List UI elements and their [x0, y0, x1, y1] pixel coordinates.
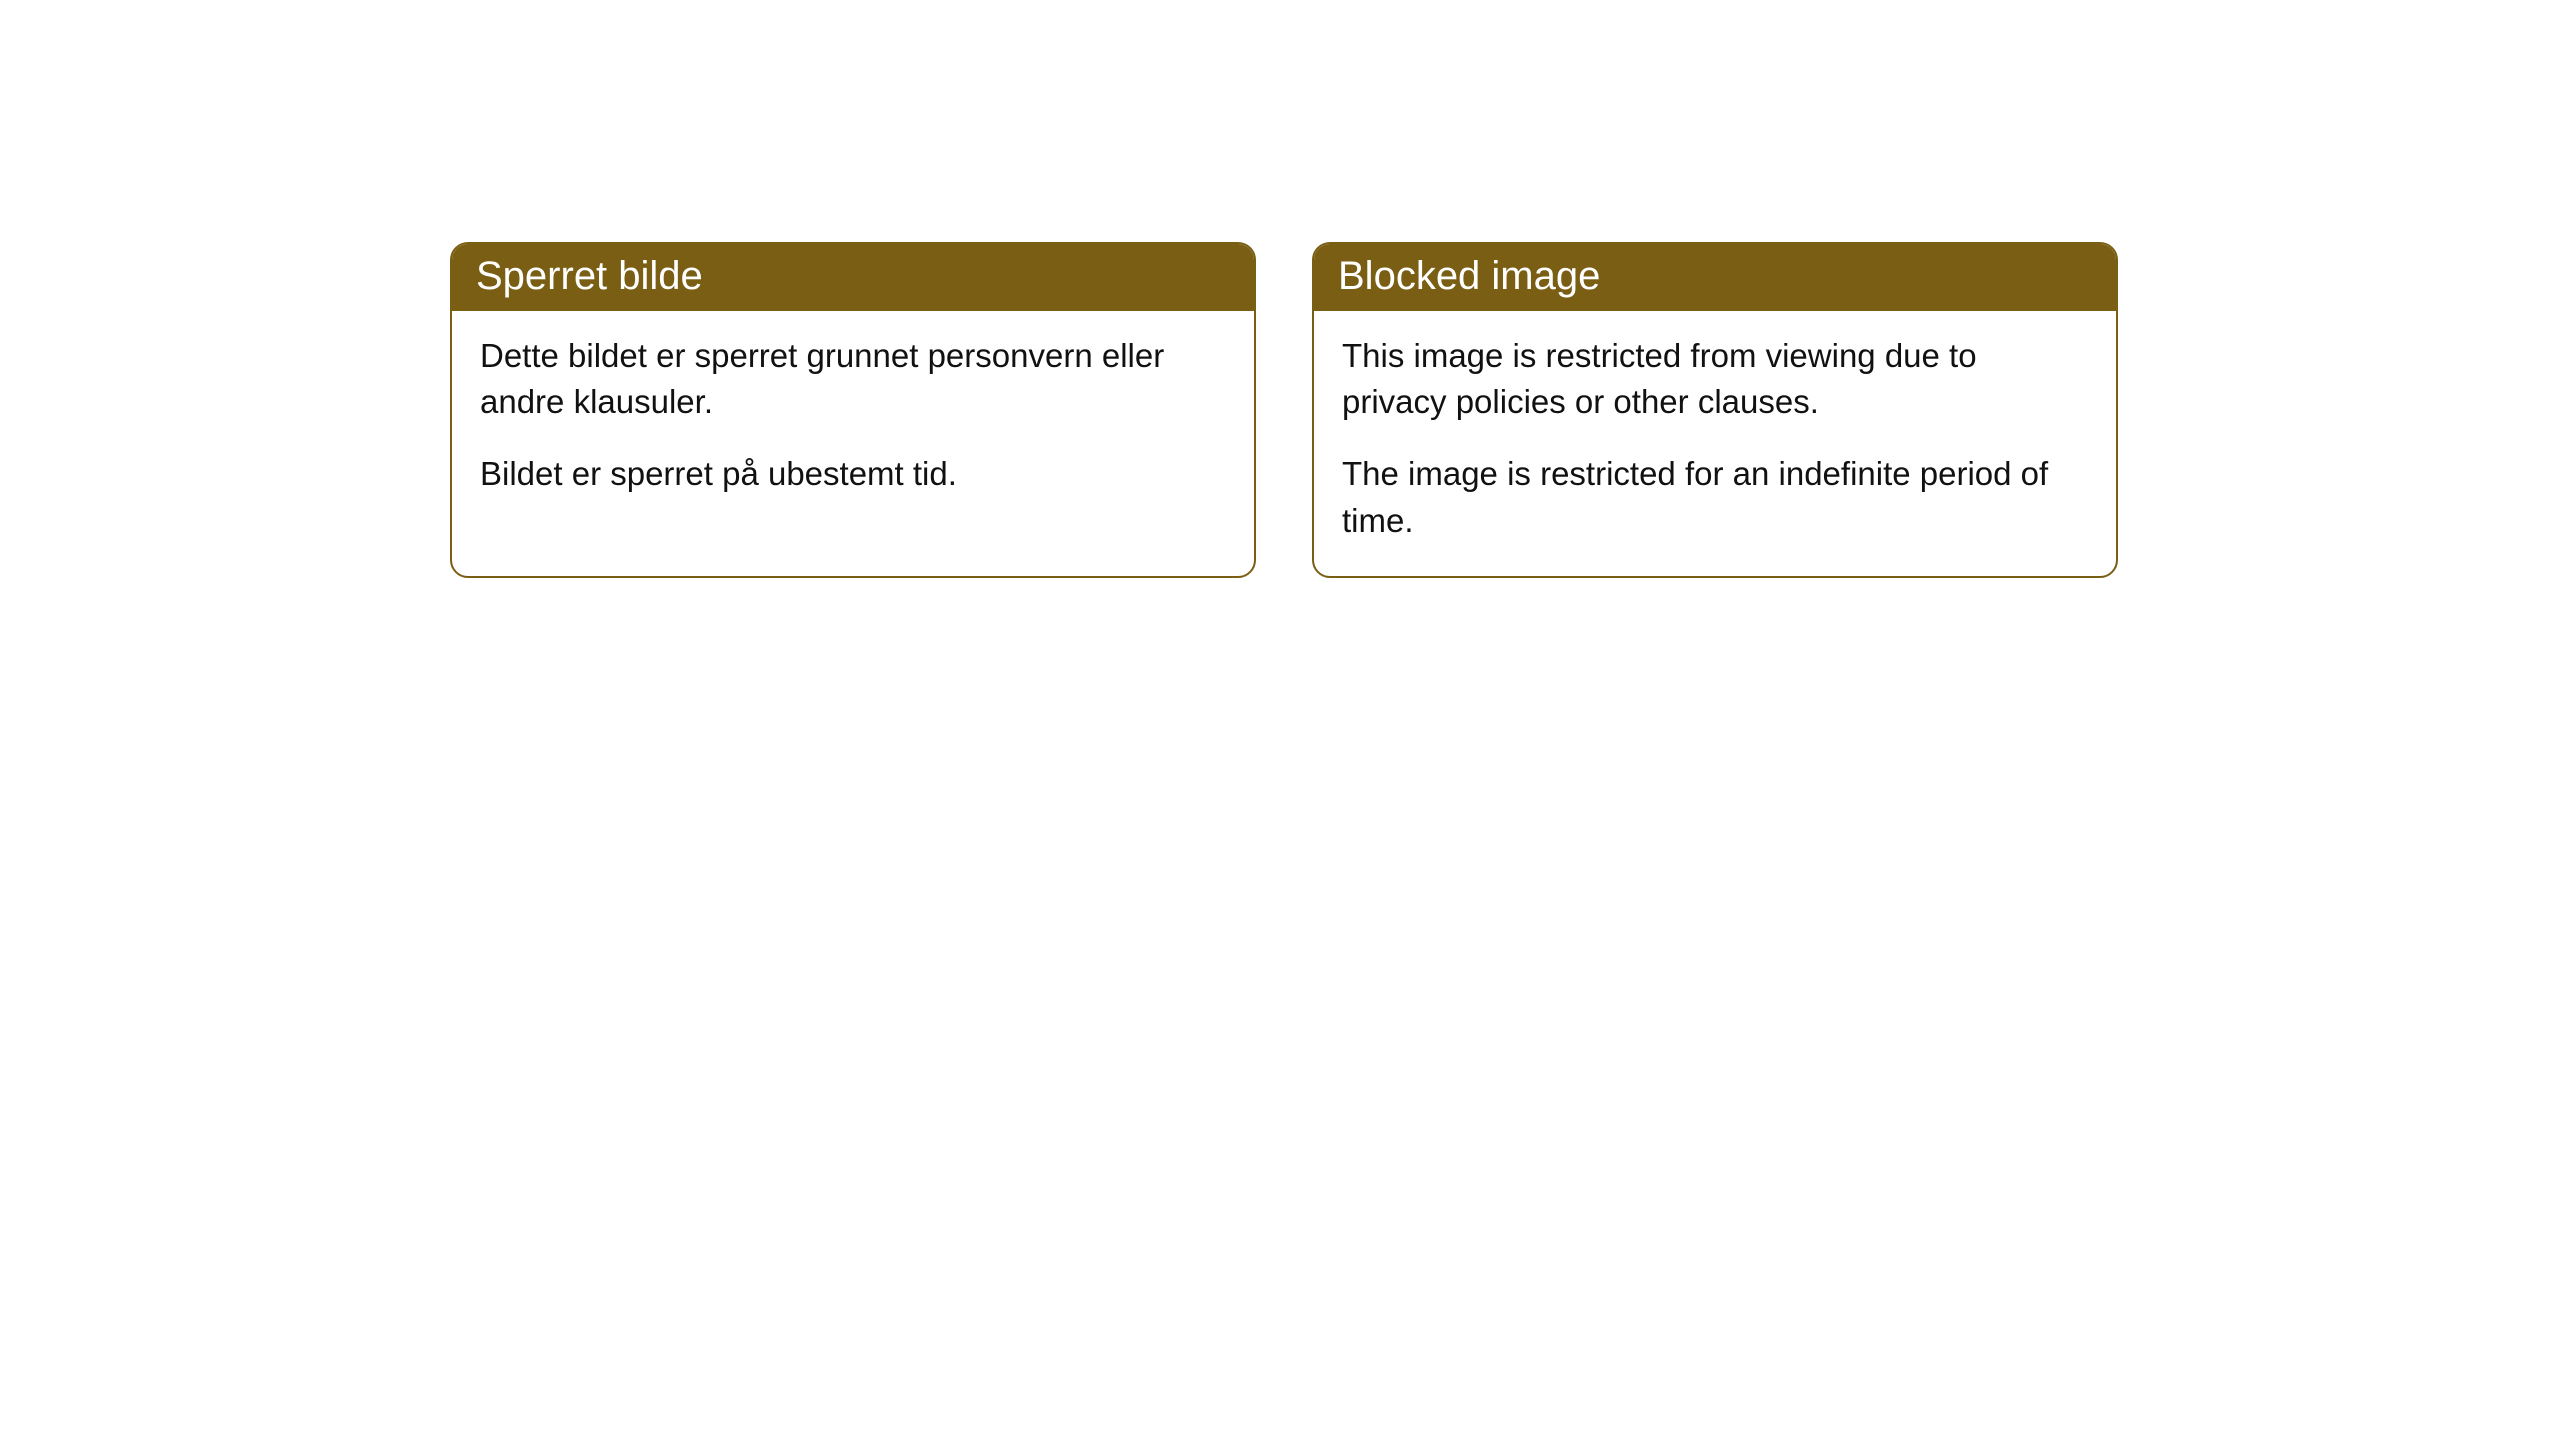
card-header-english: Blocked image [1314, 244, 2116, 311]
card-paragraph: The image is restricted for an indefinit… [1342, 451, 2088, 543]
card-header-norwegian: Sperret bilde [452, 244, 1254, 311]
card-english: Blocked image This image is restricted f… [1312, 242, 2118, 578]
card-paragraph: Dette bildet er sperret grunnet personve… [480, 333, 1226, 425]
card-title: Sperret bilde [476, 254, 703, 298]
card-norwegian: Sperret bilde Dette bildet er sperret gr… [450, 242, 1256, 578]
card-body-norwegian: Dette bildet er sperret grunnet personve… [452, 311, 1254, 530]
cards-container: Sperret bilde Dette bildet er sperret gr… [450, 242, 2118, 578]
card-body-english: This image is restricted from viewing du… [1314, 311, 2116, 576]
card-paragraph: This image is restricted from viewing du… [1342, 333, 2088, 425]
card-title: Blocked image [1338, 254, 1600, 298]
card-paragraph: Bildet er sperret på ubestemt tid. [480, 451, 1226, 497]
